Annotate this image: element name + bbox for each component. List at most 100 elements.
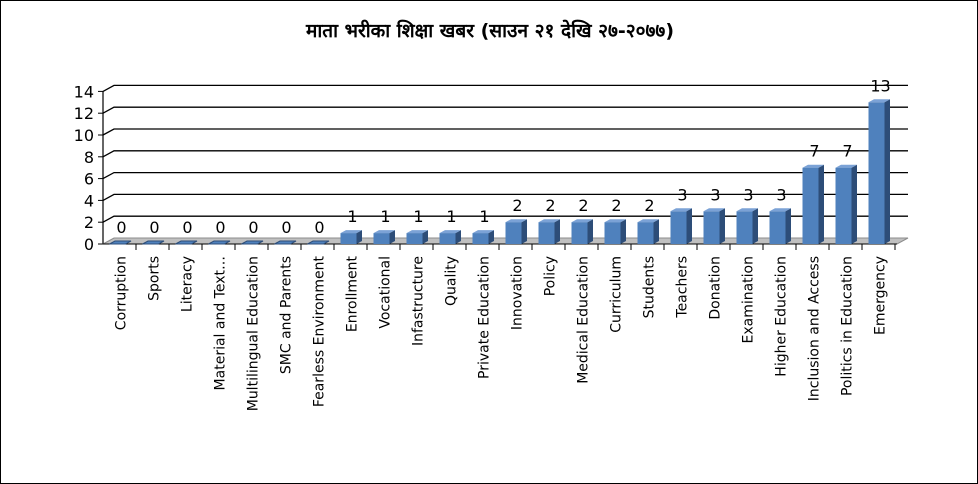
data-label: 1: [380, 207, 390, 226]
data-label: 3: [776, 185, 786, 204]
x-tick-label: Corruption: [114, 256, 130, 330]
y-tick-label: 14: [74, 82, 94, 101]
bar: [505, 222, 522, 244]
data-label: 1: [413, 207, 423, 226]
data-label: 0: [281, 218, 291, 237]
y-tick-label: 2: [84, 213, 94, 232]
bar-top: [505, 219, 527, 223]
x-tick-label: Innovation: [510, 256, 526, 330]
bar-side: [521, 219, 527, 244]
gridline: [102, 150, 908, 158]
gridline: [102, 106, 908, 114]
y-tick-label: 8: [84, 148, 94, 167]
x-tick-label: Vocational: [378, 256, 394, 329]
bar-side: [653, 219, 659, 244]
gridline: [102, 215, 908, 223]
data-label: 2: [611, 196, 621, 215]
data-label: 0: [149, 218, 159, 237]
bar: [637, 222, 654, 244]
bar: [703, 211, 720, 244]
x-tick-label: Higher Education: [774, 256, 790, 377]
bar: [670, 211, 687, 244]
data-label: 1: [446, 207, 456, 226]
gridline: [102, 193, 908, 201]
bar: [307, 240, 330, 245]
y-tick-label: 6: [84, 170, 94, 189]
gridline: [102, 128, 908, 136]
bar-top: [835, 164, 857, 168]
bar-top: [604, 219, 626, 223]
bar-side: [455, 230, 461, 244]
bar-side: [785, 208, 791, 244]
bar-side: [389, 230, 395, 244]
bar: [736, 211, 753, 244]
data-label: 2: [578, 196, 588, 215]
gridline: [102, 171, 908, 180]
bar: [835, 167, 852, 244]
x-tick-label: SMC and Parents: [279, 256, 295, 374]
data-label: 2: [644, 196, 654, 215]
bar-top: [373, 230, 395, 234]
gridline: [102, 84, 908, 92]
x-tick-label: Material and Text…: [213, 256, 229, 390]
bar-side: [587, 219, 593, 244]
y-tick-label: 10: [74, 126, 94, 145]
data-label: 0: [314, 218, 324, 237]
x-tick-label: Curriculum: [609, 256, 625, 333]
x-tick-label: Quality: [444, 256, 460, 306]
x-tick-label: Fearless Environment: [312, 255, 328, 407]
data-label: 0: [248, 218, 258, 237]
bar-side: [356, 230, 362, 244]
x-tick-label: Literacy: [180, 256, 196, 312]
data-label: 0: [182, 218, 192, 237]
bar: [274, 240, 297, 245]
x-tick-label: Inclusion and Access: [807, 256, 823, 401]
bar-side: [686, 208, 692, 244]
bar-top: [340, 230, 362, 234]
data-label: 2: [545, 196, 555, 215]
bar: [868, 102, 885, 244]
bar-side: [752, 208, 758, 244]
data-label: 1: [347, 207, 357, 226]
data-label: 0: [215, 218, 225, 237]
bar: [109, 240, 132, 245]
x-tick-label: Enrollment: [345, 255, 361, 332]
bar-side: [719, 208, 725, 244]
bar: [472, 233, 489, 244]
bar-top: [703, 208, 725, 212]
bar: [340, 233, 357, 244]
bar: [406, 233, 423, 244]
data-label: 3: [710, 185, 720, 204]
bar: [802, 167, 819, 244]
data-label: 2: [512, 196, 522, 215]
bar-side: [554, 219, 560, 244]
data-label: 0: [116, 218, 126, 237]
bar-top: [571, 219, 593, 223]
bar-top: [439, 230, 461, 234]
data-label: 3: [743, 185, 753, 204]
bar-top: [769, 208, 791, 212]
bar-top: [802, 164, 824, 168]
bar: [373, 233, 390, 244]
data-label: 13: [870, 76, 890, 95]
y-tick-label: 4: [84, 191, 94, 210]
bar: [769, 211, 786, 244]
x-tick-label: Medical Education: [576, 256, 592, 384]
bar-side: [818, 164, 824, 244]
y-tick-label: 12: [74, 104, 94, 123]
bar: [604, 222, 621, 244]
bar-top: [868, 99, 890, 103]
x-tick-label: Donation: [708, 256, 724, 320]
bar-side: [422, 230, 428, 244]
chart-title: माता भरीका शिक्षा खबर (साउन २१ देखि २७-२…: [305, 20, 674, 42]
data-label: 3: [677, 185, 687, 204]
bar: [538, 222, 555, 244]
bar-top: [670, 208, 692, 212]
bar-top: [637, 219, 659, 223]
data-label: 7: [842, 142, 852, 161]
bar: [571, 222, 588, 244]
bar-side: [488, 230, 494, 244]
bar-side: [851, 164, 857, 244]
bar-side: [884, 99, 890, 244]
